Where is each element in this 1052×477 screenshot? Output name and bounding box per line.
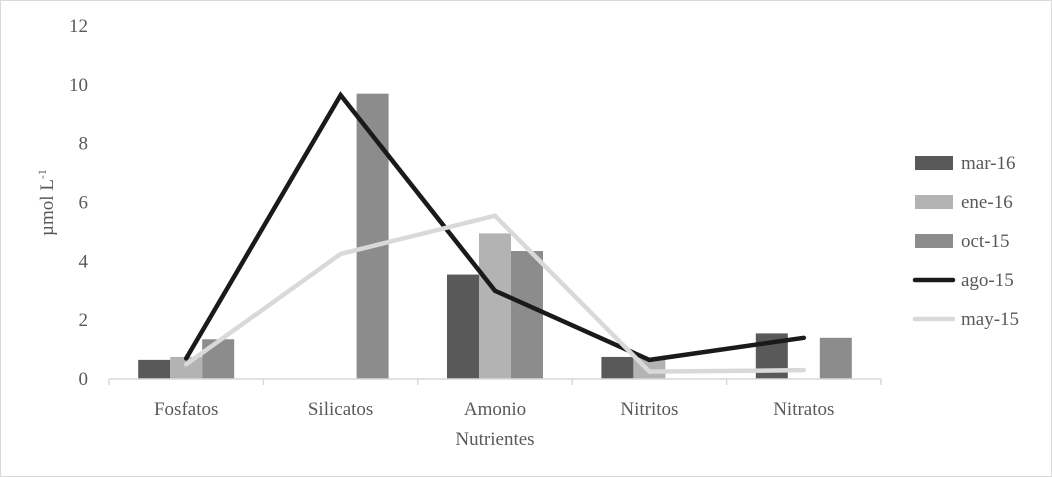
legend-swatch-mar-16 — [915, 156, 953, 170]
bar-oct-15 — [356, 93, 389, 380]
bar-ene-16 — [479, 233, 511, 379]
y-tick-label: 10 — [69, 75, 88, 96]
legend-label-may-15: may-15 — [961, 309, 1019, 330]
legend: mar-16 ene-16 oct-15 ago-15 may-15 — [912, 153, 1019, 330]
x-tick-label: Silicatos — [308, 399, 373, 420]
x-axis-title: Nutrientes — [455, 429, 534, 450]
bar-ene-16 — [170, 356, 203, 379]
bar-oct-15 — [819, 337, 852, 379]
bar-oct-15 — [511, 251, 543, 379]
x-tick-label: Nitratos — [773, 399, 834, 420]
bar-oct-15 — [202, 339, 235, 379]
x-tick-label: Fosfatos — [154, 399, 218, 420]
y-tick-label: 8 — [79, 134, 89, 155]
bar-mar-16 — [601, 356, 634, 379]
bars-layer — [138, 93, 852, 380]
line-ago-15 — [183, 91, 807, 363]
y-tick-label: 6 — [79, 193, 89, 214]
x-tick-label: Amonio — [464, 399, 526, 420]
legend-swatch-oct-15 — [915, 234, 953, 248]
x-axis-ticks: Fosfatos Silicatos Amonio Nitritos Nitratos — [108, 379, 882, 420]
legend-label-oct-15: oct-15 — [961, 231, 1010, 252]
lines-layer — [183, 91, 807, 374]
y-axis-title-superscript: -1 — [35, 169, 49, 179]
y-axis-title-main: µmol L — [37, 179, 58, 236]
bar-mar-16 — [447, 274, 479, 379]
bar-mar-16 — [138, 359, 171, 379]
y-tick-label: 0 — [79, 369, 89, 390]
y-axis-title: µmol L-1 — [35, 169, 58, 236]
legend-label-ene-16: ene-16 — [961, 192, 1013, 213]
y-tick-label: 2 — [79, 310, 89, 331]
y-tick-label: 4 — [79, 251, 89, 272]
line-may-15 — [183, 213, 807, 374]
y-axis-ticks: 0 2 4 6 8 10 12 — [69, 16, 89, 390]
x-tick-label: Nitritos — [620, 399, 678, 420]
y-tick-label: 12 — [69, 16, 88, 37]
legend-label-ago-15: ago-15 — [961, 270, 1014, 291]
legend-label-mar-16: mar-16 — [961, 153, 1016, 174]
legend-swatch-ene-16 — [915, 195, 953, 209]
